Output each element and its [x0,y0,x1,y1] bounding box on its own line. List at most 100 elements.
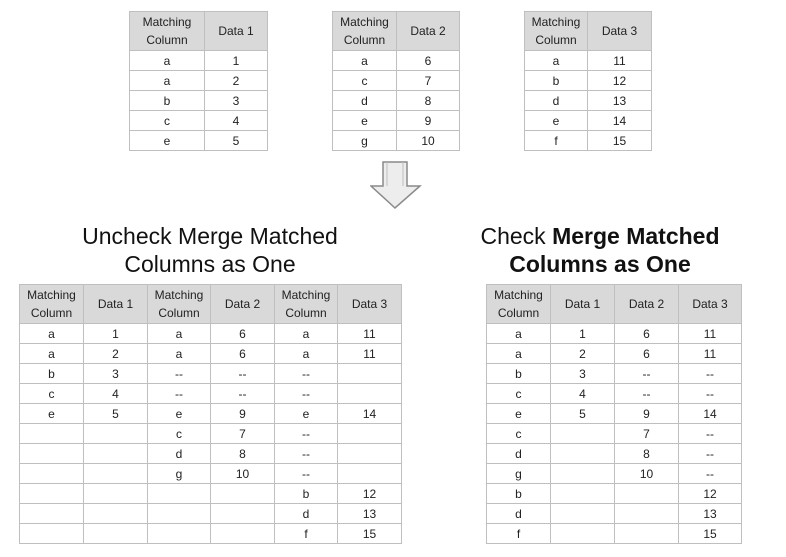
table-cell: 11 [587,50,652,71]
table-cell: c [19,383,84,404]
left-section-title: Uncheck Merge Matched Columns as One [50,222,370,278]
table-cell: 4 [550,383,615,404]
table-cell: a [274,323,338,344]
left-title-line-2: Columns as One [124,251,296,277]
table-cell: a [129,50,205,71]
table-cell: a [147,343,211,364]
table-cell: 14 [587,110,652,131]
table-cell: 7 [396,70,460,91]
table-cell: g [147,463,211,484]
table-row: b 3 -- -- [486,363,742,384]
table-cell: 13 [678,503,742,524]
column-header: Data 3 [587,11,652,51]
table-cell: 12 [587,70,652,91]
table-cell [337,443,402,464]
table-cell: a [129,70,205,91]
table-cell: 12 [678,483,742,504]
table-cell: d [524,90,588,111]
table-cell: d [486,443,551,464]
table-row: e 14 [524,110,652,131]
table-cell: a [274,343,338,364]
table-row: d 13 [486,503,742,524]
table-cell: 3 [204,90,268,111]
down-arrow-icon [370,161,422,210]
table-cell: e [129,130,205,151]
table-cell: 6 [396,50,460,71]
table-cell [147,503,211,524]
table-cell: 1 [204,50,268,71]
table-cell [550,483,615,504]
table-cell: 8 [614,443,679,464]
table-cell [550,503,615,524]
table-cell: f [274,523,338,544]
table-cell: 6 [210,343,275,364]
table-cell: b [486,363,551,384]
table-row: c 4 -- -- [486,383,742,404]
table-cell: 2 [83,343,148,364]
table-cell [147,523,211,544]
table-header-row: Matching Column Data 1 Matching Column Data 2… [19,284,402,324]
table-cell: -- [147,363,211,384]
table-cell: 6 [210,323,275,344]
table-cell: -- [678,443,742,464]
column-header: Data 1 [550,284,615,324]
right-title-bold-1: Merge Matched [552,223,720,249]
table-row: a 1 6 11 [486,323,742,344]
table-row: c 7 -- [19,423,402,444]
table-cell: e [274,403,338,424]
table-merged-result: Matching Column Data 1 Data 2 Data 3 a 1 6 11 a 2 6… [486,284,742,544]
table-row: b 12 [524,70,652,91]
table-header-row: Matching Column Data 2 [332,11,460,51]
table-cell: 13 [337,503,402,524]
table-cell [550,463,615,484]
table-cell: 7 [210,423,275,444]
table-cell: 9 [210,403,275,424]
table-cell [550,423,615,444]
table-cell [19,483,84,504]
column-header: Matching Column [19,284,84,324]
table-row: f 15 [486,523,742,544]
column-header: Matching Column [129,11,205,51]
table-row: c 4 -- -- -- [19,383,402,404]
table-cell: 1 [550,323,615,344]
table-row: b 12 [19,483,402,504]
table-cell: a [147,323,211,344]
table-cell: -- [147,383,211,404]
table-cell: d [147,443,211,464]
table-row: g 10 -- [19,463,402,484]
column-header: Matching Column [486,284,551,324]
table-cell [337,363,402,384]
table-cell: 1 [83,323,148,344]
table-cell [83,463,148,484]
table-cell: 8 [396,90,460,111]
table-cell: 5 [550,403,615,424]
table-cell: 11 [337,323,402,344]
table-cell: 9 [614,403,679,424]
table-cell [19,503,84,524]
table-cell: a [19,343,84,364]
table-row: d 13 [524,90,652,111]
table-cell [83,483,148,504]
table-cell: d [332,90,397,111]
table-cell: 4 [204,110,268,131]
table-cell: f [486,523,551,544]
table-cell: b [274,483,338,504]
table-header-row: Matching Column Data 3 [524,11,652,51]
column-header: Data 3 [337,284,402,324]
table-row: c 7 -- [486,423,742,444]
table-cell: 5 [204,130,268,151]
table-cell [83,443,148,464]
column-header: Data 2 [210,284,275,324]
table-cell: d [486,503,551,524]
table-cell: -- [274,383,338,404]
table-cell: 3 [83,363,148,384]
table-cell: e [19,403,84,424]
table-row: g 10 [332,130,460,151]
table-cell [337,463,402,484]
table-row: d 8 -- [19,443,402,464]
table-cell: 9 [396,110,460,131]
